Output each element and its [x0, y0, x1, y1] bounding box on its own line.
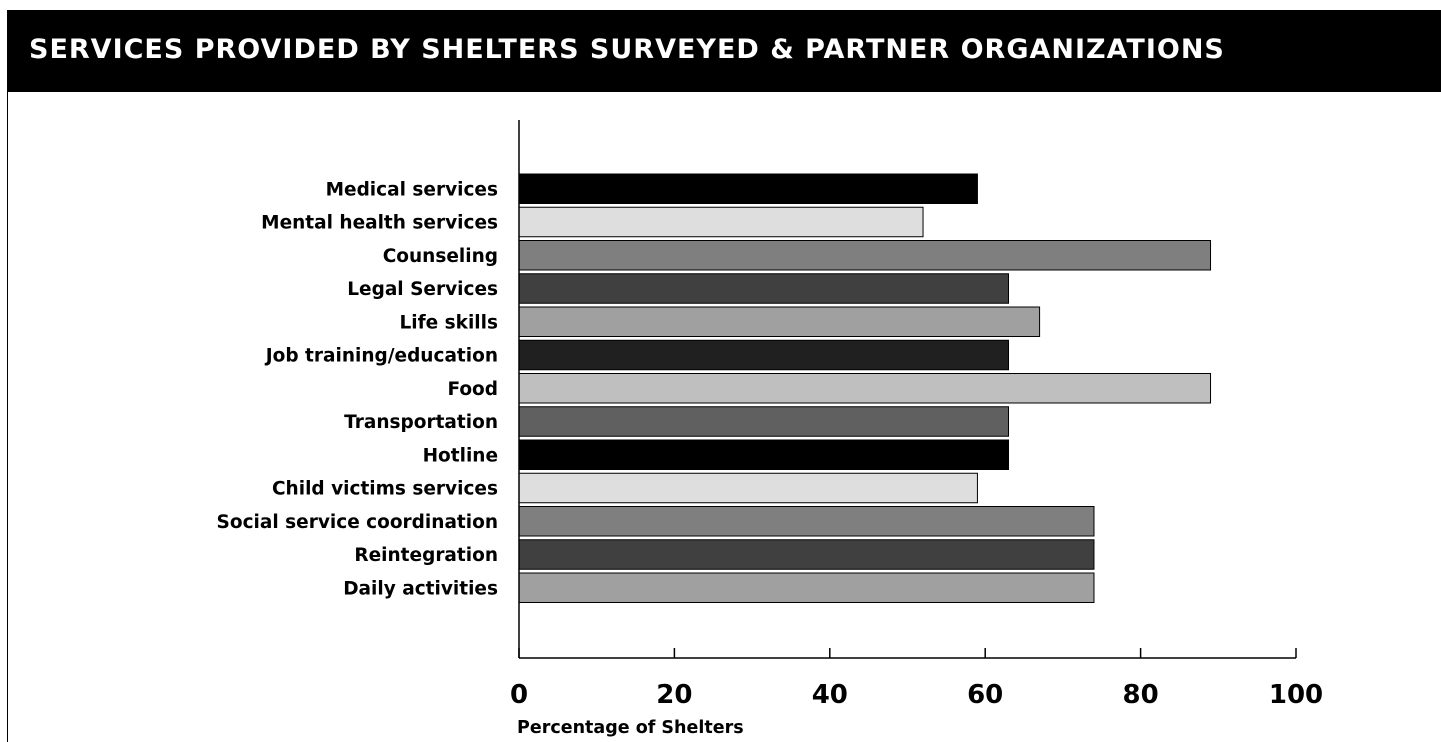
category-label-4: Life skills: [399, 312, 498, 333]
category-label-12: Daily activities: [343, 578, 498, 599]
chart-frame: [7, 10, 1441, 742]
bar-4: [518, 306, 1041, 337]
category-label-8: Hotline: [423, 445, 498, 466]
category-labels-group: Medical services Mental health services Co…: [217, 179, 498, 599]
category-label-6: Food: [447, 379, 498, 400]
category-label-7: Transportation: [344, 412, 498, 433]
bar-9: [518, 472, 978, 504]
category-label-11: Reintegration: [354, 545, 498, 566]
bar-7: [518, 406, 1010, 437]
bar-11: [518, 539, 1095, 570]
x-axis-title: Percentage of Shelters: [517, 718, 744, 738]
bar-0: [518, 173, 978, 204]
category-label-2: Counseling: [383, 246, 498, 267]
bars-group: [518, 173, 1212, 603]
bar-3: [518, 273, 1010, 304]
x-tick-label-0: 0: [510, 680, 528, 710]
category-label-1: Mental health services: [261, 213, 498, 234]
category-label-5: Job training/education: [264, 346, 498, 367]
category-label-9: Child victims services: [272, 479, 498, 500]
category-label-10: Social service coordination: [217, 512, 498, 533]
bar-8: [518, 439, 1010, 470]
x-tick-label-1: 20: [656, 680, 692, 710]
x-tick-label-5: 100: [1269, 680, 1323, 710]
title-bar: SERVICES PROVIDED BY SHELTERS SURVEYED &…: [7, 10, 1441, 92]
bar-5: [518, 339, 1010, 371]
category-label-0: Medical services: [326, 179, 498, 200]
bar-6: [518, 373, 1212, 404]
chart-title: SERVICES PROVIDED BY SHELTERS SURVEYED &…: [29, 34, 1225, 65]
bar-2: [518, 240, 1212, 271]
x-tick-label-2: 40: [812, 680, 848, 710]
bar-12: [518, 572, 1095, 603]
x-ticks-group: 0 20 40 60 80 100: [510, 648, 1323, 710]
bar-1: [518, 206, 924, 238]
category-label-3: Legal Services: [347, 279, 498, 300]
x-tick-label-3: 60: [967, 680, 1003, 710]
bar-10: [518, 506, 1095, 537]
x-tick-label-4: 80: [1123, 680, 1159, 710]
